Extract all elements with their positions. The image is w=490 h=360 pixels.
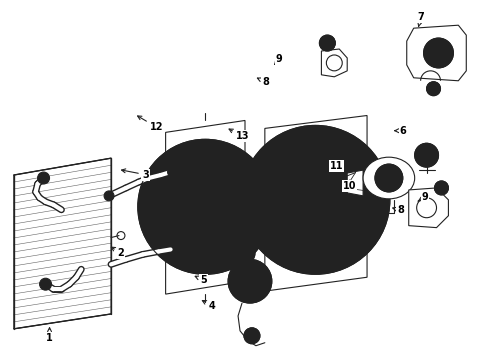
- Circle shape: [250, 193, 260, 203]
- Polygon shape: [407, 25, 466, 81]
- Circle shape: [244, 328, 260, 344]
- Text: 4: 4: [202, 301, 215, 311]
- Polygon shape: [166, 121, 245, 294]
- Text: 8: 8: [257, 77, 269, 87]
- Text: 9: 9: [274, 54, 282, 64]
- Circle shape: [168, 167, 177, 177]
- Circle shape: [192, 193, 219, 220]
- Circle shape: [104, 191, 114, 201]
- Circle shape: [300, 185, 330, 215]
- Text: 7: 7: [417, 13, 424, 26]
- Text: 2: 2: [111, 247, 124, 258]
- Circle shape: [427, 82, 441, 96]
- Circle shape: [375, 164, 403, 192]
- Text: 10: 10: [343, 180, 356, 192]
- Circle shape: [151, 200, 161, 210]
- Polygon shape: [347, 170, 363, 196]
- Polygon shape: [409, 188, 448, 228]
- Circle shape: [250, 193, 260, 203]
- Circle shape: [228, 260, 272, 303]
- Circle shape: [241, 125, 390, 274]
- Circle shape: [242, 273, 258, 289]
- Circle shape: [424, 38, 453, 68]
- Text: 9: 9: [418, 192, 428, 202]
- Circle shape: [435, 181, 448, 195]
- Text: 8: 8: [392, 205, 404, 215]
- Text: 5: 5: [195, 275, 207, 285]
- Circle shape: [38, 172, 49, 184]
- Circle shape: [373, 187, 383, 197]
- Text: 6: 6: [395, 126, 406, 136]
- Circle shape: [319, 35, 335, 51]
- Text: 1: 1: [46, 328, 53, 343]
- Circle shape: [415, 143, 439, 167]
- Circle shape: [138, 139, 273, 274]
- Circle shape: [40, 278, 51, 290]
- Circle shape: [235, 243, 255, 264]
- Polygon shape: [265, 116, 367, 291]
- Text: 3: 3: [122, 169, 148, 180]
- Text: 11: 11: [330, 160, 343, 171]
- Polygon shape: [14, 158, 111, 329]
- Text: 12: 12: [138, 116, 163, 132]
- Ellipse shape: [363, 157, 415, 199]
- Polygon shape: [321, 49, 347, 77]
- Text: 13: 13: [229, 129, 249, 141]
